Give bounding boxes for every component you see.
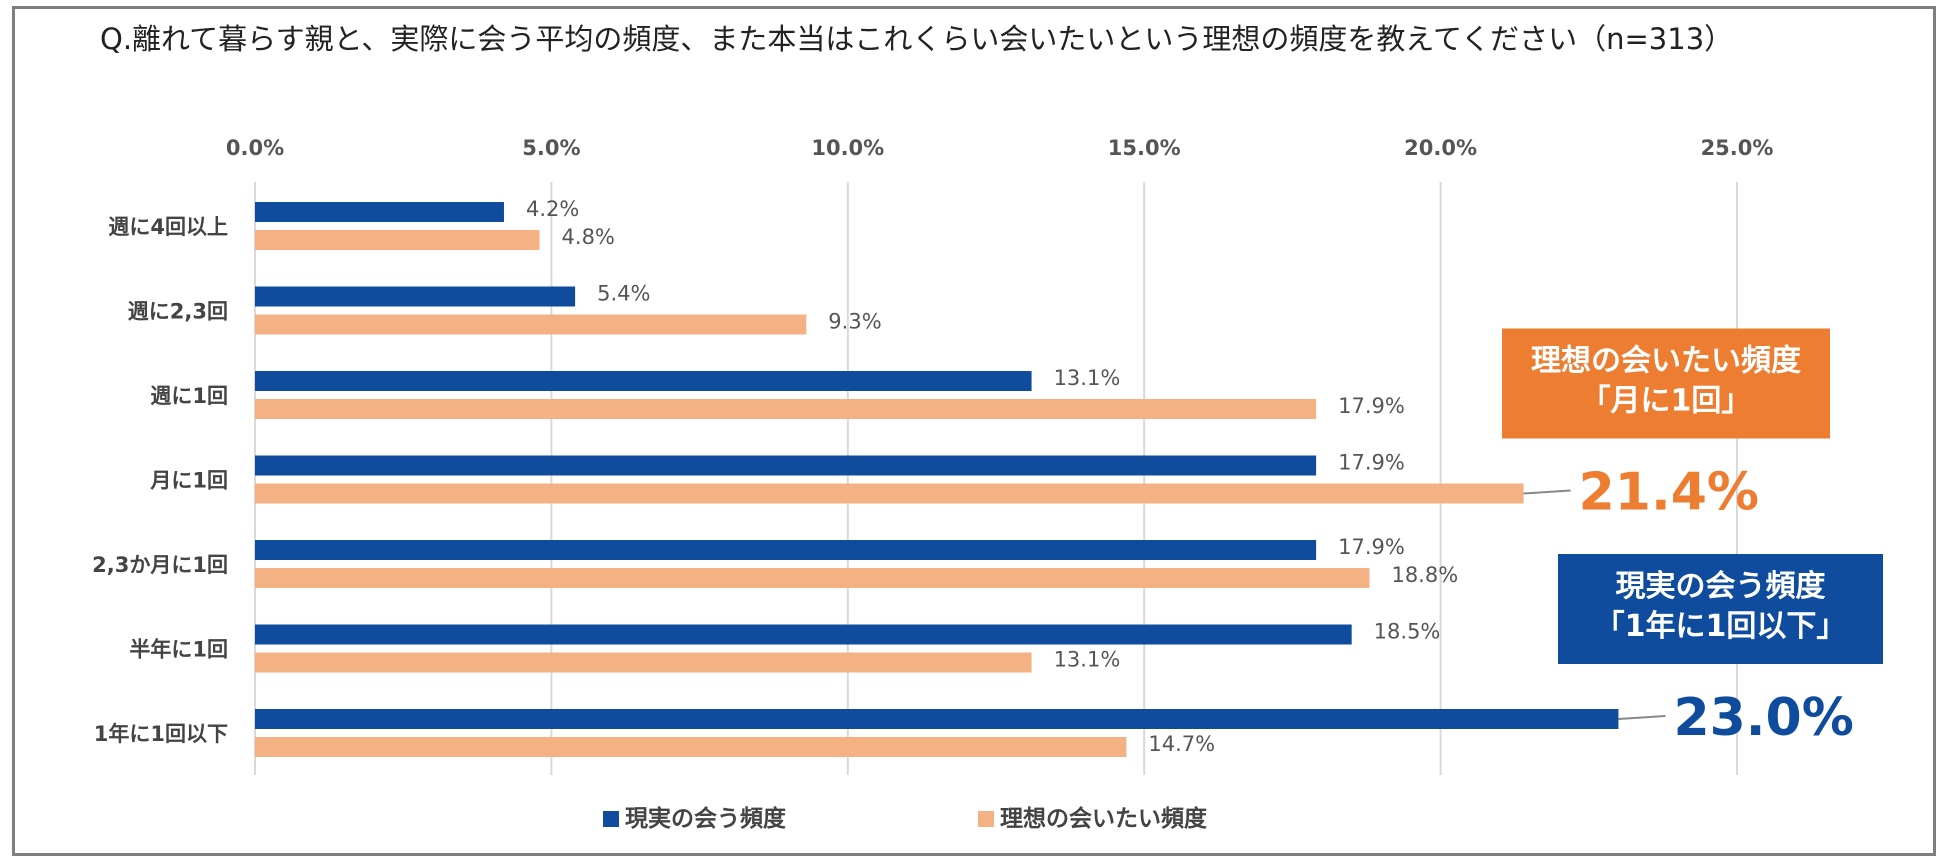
data-label: 17.9%: [1338, 451, 1405, 475]
legend-label: 現実の会う頻度: [625, 805, 787, 832]
data-label: 18.5%: [1374, 620, 1441, 644]
callout-box-text: 「1年に1回以下」: [1595, 609, 1847, 644]
data-label: 5.4%: [597, 282, 650, 306]
callout-leader-line: [1523, 489, 1571, 495]
callout-box-text: 「月に1回」: [1581, 384, 1752, 419]
x-tick-label: 15.0%: [1108, 136, 1181, 160]
callout-box-text: 理想の会いたい頻度: [1531, 344, 1801, 379]
x-tick-label: 20.0%: [1404, 136, 1477, 160]
category-label: 週に1回: [150, 384, 228, 408]
category-label: 2,3か月に1回: [92, 553, 228, 577]
callout-value: 21.4%: [1579, 463, 1759, 523]
bar-ideal: [255, 314, 807, 335]
bar-actual: [255, 455, 1317, 476]
x-tick-label: 0.0%: [226, 136, 284, 160]
x-tick-label: 25.0%: [1701, 136, 1774, 160]
callout-box: [1558, 554, 1883, 664]
category-label: 週に2,3回: [128, 300, 228, 324]
data-label: 17.9%: [1338, 394, 1405, 418]
bar-ideal: [255, 483, 1524, 504]
callout-leader-line: [1618, 715, 1666, 720]
data-label: 4.2%: [526, 197, 579, 221]
category-label: 月に1回: [149, 469, 228, 493]
data-label: 9.3%: [828, 310, 881, 334]
bar-actual: [255, 540, 1317, 560]
bar-ideal: [255, 737, 1127, 757]
callout-box-text: 現実の会う頻度: [1616, 569, 1826, 604]
bar-ideal: [255, 399, 1317, 419]
data-label: 13.1%: [1054, 366, 1121, 390]
data-label: 14.7%: [1148, 732, 1215, 756]
x-tick-label: 10.0%: [811, 136, 884, 160]
callout-box: [1502, 328, 1830, 439]
category-label: 週に4回以上: [108, 215, 228, 239]
x-tick-label: 5.0%: [522, 136, 580, 160]
bar-actual: [255, 286, 576, 307]
bar-actual: [255, 709, 1619, 729]
legend-swatch: [603, 811, 619, 827]
data-label: 13.1%: [1054, 648, 1121, 672]
bar-ideal: [255, 568, 1370, 588]
legend-swatch: [978, 811, 994, 827]
data-label: 17.9%: [1338, 535, 1405, 559]
bar-ideal: [255, 652, 1032, 673]
bar-actual: [255, 371, 1032, 391]
bar-actual: [255, 624, 1352, 645]
chart-title: Q.離れて暮らす親と、実際に会う平均の頻度、また本当はこれくらい会いたいという理…: [100, 22, 1734, 56]
callout-value: 23.0%: [1673, 688, 1853, 748]
category-label: 半年に1回: [129, 638, 228, 662]
bar-actual: [255, 202, 504, 222]
category-label: 1年に1回以下: [94, 722, 228, 746]
data-label: 4.8%: [562, 225, 615, 249]
legend-label: 理想の会いたい頻度: [1000, 805, 1208, 832]
bar-ideal: [255, 230, 540, 250]
data-label: 18.8%: [1391, 563, 1458, 587]
